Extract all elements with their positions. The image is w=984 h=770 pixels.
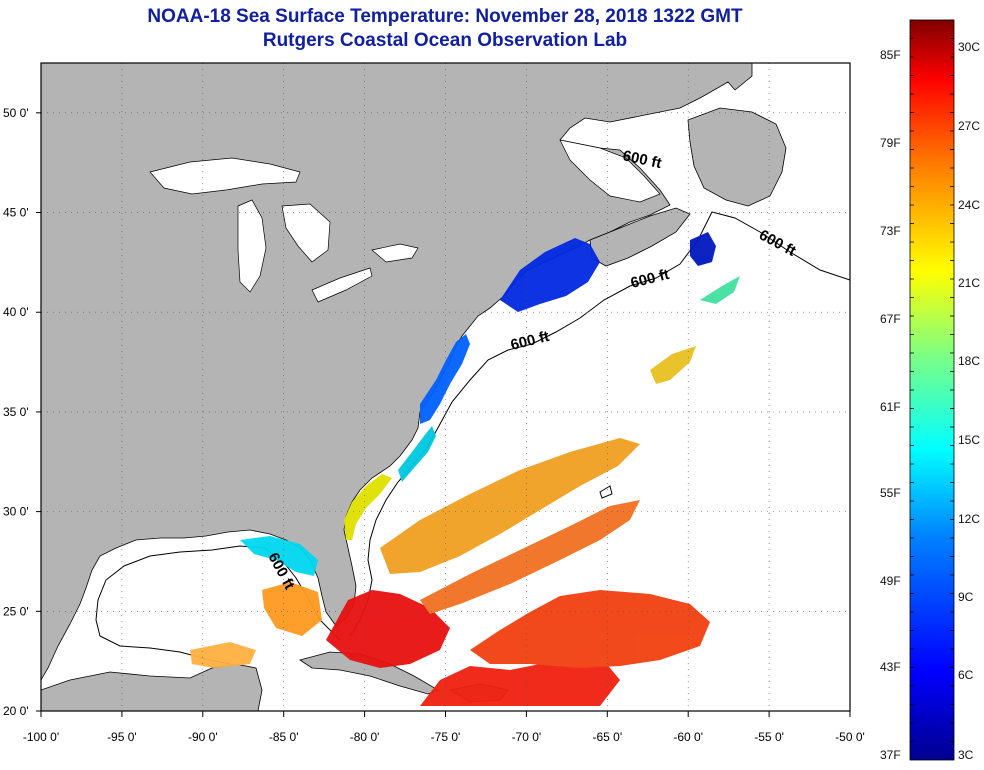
colorbar-f-label: 73F <box>880 224 901 238</box>
lon-tick-label: -55 0' <box>754 730 784 744</box>
lat-tick-label: 50 0' <box>3 106 29 120</box>
colorbar-c-label: 12C <box>958 512 981 526</box>
colorbar-c-label: 30C <box>958 40 981 54</box>
colorbar-f-label: 49F <box>880 574 901 588</box>
colorbar-f-label: 55F <box>880 486 901 500</box>
nova-scotia-land <box>589 207 691 267</box>
lon-tick-label: -65 0' <box>592 730 622 744</box>
colorbar-c-label: 3C <box>958 748 974 762</box>
map-title: NOAA-18 Sea Surface Temperature: Novembe… <box>147 6 743 27</box>
lon-tick-label: -50 0' <box>835 730 865 744</box>
sst-streak-e <box>700 276 740 304</box>
north-america-land <box>41 63 753 681</box>
sst-warm-yucatan <box>190 642 256 668</box>
sst-yellow-georgia <box>344 474 392 540</box>
sst-hot-sargasso <box>470 590 710 668</box>
sst-cold-midatlantic <box>420 334 470 424</box>
sst-hot-florida-straits <box>326 590 450 668</box>
lon-tick-label: -90 0' <box>188 730 218 744</box>
lat-tick-label: 25 0' <box>3 604 29 618</box>
colorbar-f-label: 61F <box>880 400 901 414</box>
colorbar-ticks <box>910 19 954 742</box>
sst-warm-gulf <box>262 582 322 636</box>
colorbar-c-label: 6C <box>958 668 974 682</box>
sst-streak-ne <box>650 346 696 384</box>
sst-gulf-stream-band <box>380 438 640 574</box>
sst-hot-caribbean <box>420 656 620 706</box>
colorbar-f-label: 43F <box>880 660 901 674</box>
lon-tick-label: -100 0' <box>23 730 59 744</box>
lat-tick-label: 30 0' <box>3 505 29 519</box>
lake-michigan <box>237 199 267 293</box>
lake-superior <box>149 157 301 195</box>
lat-tick-label: 35 0' <box>3 405 29 419</box>
colorbar-f-label: 79F <box>880 136 901 150</box>
colorbar-f-label: 85F <box>880 48 901 62</box>
colorbar-c-label: 21C <box>958 276 981 290</box>
lake-huron <box>281 203 331 263</box>
colorbar-c-label: 9C <box>958 590 974 604</box>
lat-tick-label: 20 0' <box>3 704 29 718</box>
colorbar-f-label: 37F <box>880 748 901 762</box>
sst-cool-gulf-coast <box>240 536 318 576</box>
depth-contours <box>95 211 850 665</box>
colorbar-c-label: 15C <box>958 433 981 447</box>
newfoundland-land <box>687 107 787 207</box>
latitude-axis: 20 0' 25 0' 30 0' 35 0' 40 0' 45 0' 50 0' <box>3 106 41 718</box>
lon-tick-label: -60 0' <box>673 730 703 744</box>
lon-tick-label: -95 0' <box>107 730 137 744</box>
lon-tick-label: -70 0' <box>512 730 542 744</box>
lake-ontario <box>371 243 419 263</box>
sst-cold-gulf-of-maine <box>500 238 600 312</box>
gulf-st-lawrence <box>559 139 661 203</box>
colorbar-c-label: 24C <box>958 198 981 212</box>
lat-tick-label: 45 0' <box>3 206 29 220</box>
lon-tick-label: -85 0' <box>269 730 299 744</box>
map-subtitle: Rutgers Coastal Ocean Observation Lab <box>262 30 628 51</box>
lon-tick-label: -80 0' <box>350 730 380 744</box>
longitude-axis: -100 0' -95 0' -90 0' -85 0' -80 0' -75 0' -70… <box>23 711 865 744</box>
sst-gulf-stream-band-2 <box>420 500 640 614</box>
colorbar-c-label: 27C <box>958 119 981 133</box>
colorbar <box>909 19 955 761</box>
sst-cool-carolinas <box>398 426 436 482</box>
sst-overlay <box>190 232 740 706</box>
colorbar-c-label: 18C <box>958 354 981 368</box>
lat-tick-label: 40 0' <box>3 305 29 319</box>
lake-erie <box>311 267 373 303</box>
lon-tick-label: -75 0' <box>431 730 461 744</box>
sst-cold-cape-breton <box>690 232 716 266</box>
colorbar-f-label: 67F <box>880 312 901 326</box>
